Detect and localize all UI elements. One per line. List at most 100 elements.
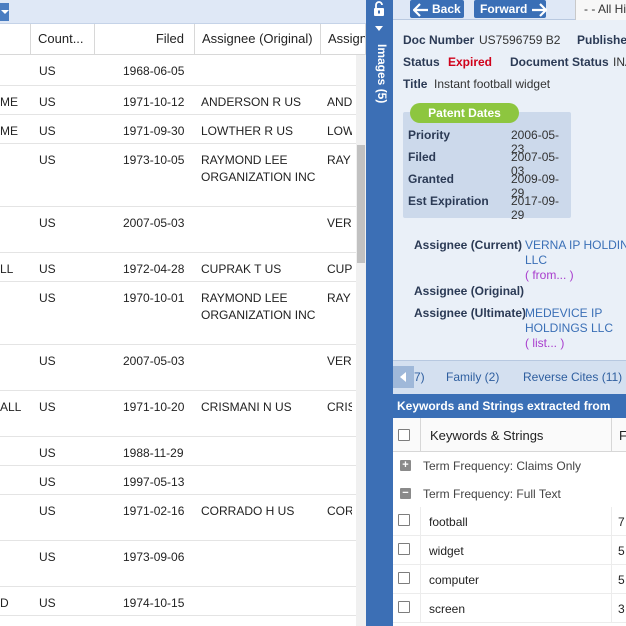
keyword-row[interactable]: football 7 — [393, 507, 626, 536]
filed-cell: 1988-11-29 — [123, 446, 184, 460]
keyword-checkbox[interactable] — [398, 514, 410, 526]
back-label: Back — [432, 2, 461, 16]
table-row[interactable]: US 1997-05-13 — [0, 466, 358, 495]
title-cell: ALL — [0, 400, 22, 414]
table-row[interactable]: US 1973-10-05 RAYMOND LEE ORGANIZATION INC… — [0, 144, 358, 207]
keyword-checkbox[interactable] — [398, 572, 410, 584]
images-side-strip[interactable]: Images (5) — [366, 0, 393, 626]
est-expiration-value: 2017-09-29 — [511, 194, 560, 222]
highlight-select[interactable]: - - All Hig — [575, 0, 626, 20]
table-row[interactable]: LL US 1972-04-28 CUPRAK T US CUP — [0, 253, 358, 282]
filed-cell: 1971-09-30 — [123, 124, 185, 138]
table-row[interactable]: ALL US 1971-10-20 CRISMANI N US CRIS — [0, 391, 358, 437]
frequency-column-label[interactable]: F — [619, 428, 626, 443]
title-cell: ME — [0, 95, 18, 109]
assignee-original-cell: ANDERSON R US — [201, 95, 302, 109]
group-claims-only[interactable]: + Term Frequency: Claims Only — [393, 452, 626, 480]
filed-cell: 2007-05-03 — [123, 354, 185, 368]
keywords-column-header: Keywords & Strings F — [393, 418, 626, 452]
keyword-row[interactable]: computer 5 — [393, 565, 626, 594]
collapse-arrow-icon[interactable] — [375, 26, 383, 31]
country-cell: US — [39, 95, 56, 109]
keyword-checkbox[interactable] — [398, 601, 410, 613]
assignee-original-cell: CUPRAK T US — [201, 262, 282, 276]
doc-number-label: Doc Number — [403, 33, 475, 47]
unlock-icon[interactable] — [372, 1, 386, 17]
assignee-from-link[interactable]: ( from... ) — [525, 268, 574, 282]
group-full-text[interactable]: − Term Frequency: Full Text — [393, 480, 626, 508]
table-row[interactable]: ME US 1971-09-30 LOWTHER R US LOW — [0, 115, 358, 144]
tab-reverse-cites[interactable]: Reverse Cites (11) — [523, 370, 623, 384]
country-cell: US — [39, 596, 56, 610]
filed-cell: 1971-10-12 — [123, 95, 185, 109]
table-row[interactable]: US 1988-11-29 — [0, 437, 358, 466]
column-header-filed[interactable]: Filed — [95, 24, 195, 55]
results-grid: Count... Filed Assignee (Original) Assig… — [0, 0, 366, 626]
assignee-original-cell: CORRADO H US — [201, 504, 295, 518]
country-cell: US — [39, 504, 56, 518]
assignee-original-cell: CRISMANI N US — [201, 400, 292, 414]
document-panel: Images (5) Back Forward - - All Hig Doc … — [366, 0, 626, 626]
country-cell: US — [39, 400, 56, 414]
table-row[interactable]: US 2007-05-03 VER — [0, 207, 358, 253]
published-label: Published — [577, 33, 626, 47]
table-row[interactable]: US 2007-05-03 VER — [0, 345, 358, 391]
tabs-scroll-left-icon[interactable] — [393, 366, 414, 388]
document-tabs: 7) Family (2) Reverse Cites (11) — [393, 360, 626, 394]
column-divider — [420, 594, 421, 623]
column-header-assignee-original[interactable]: Assignee (Original) — [195, 24, 321, 55]
table-row[interactable]: ME US 1971-10-12 ANDERSON R US AND — [0, 86, 358, 115]
table-row[interactable]: US 1968-06-05 — [0, 55, 358, 86]
keyword-frequency: 7 — [618, 515, 625, 529]
country-cell: US — [39, 153, 56, 167]
keyword-frequency: 3 — [618, 602, 625, 616]
keyword-row[interactable]: widget 5 — [393, 536, 626, 565]
assignee-ultimate-label: Assignee (Ultimate) — [414, 306, 527, 320]
filed-label: Filed — [408, 150, 437, 164]
grid-scrollbar[interactable] — [356, 55, 366, 626]
assignee-current-cell: AND — [327, 95, 352, 109]
keywords-column-label[interactable]: Keywords & Strings — [430, 428, 544, 443]
assignee-list-link[interactable]: ( list... ) — [525, 336, 565, 350]
back-button[interactable]: Back — [410, 0, 464, 18]
assignee-current-cell: CRIS — [327, 400, 352, 414]
column-header-title[interactable] — [0, 24, 31, 55]
assignee-ultimate-link[interactable]: MEDEVICE IP — [525, 306, 603, 320]
title-value: Instant football widget — [434, 77, 551, 91]
filed-cell: 1973-09-06 — [123, 550, 185, 564]
filed-cell: 1971-02-16 — [123, 504, 185, 518]
images-tab-label[interactable]: Images (5) — [375, 44, 389, 104]
expand-icon[interactable]: + — [400, 460, 411, 471]
keywords-table: Keywords & Strings F + Term Frequency: Cl… — [393, 418, 626, 626]
document-status-label: Document Status — [510, 55, 609, 69]
select-all-checkbox[interactable] — [398, 429, 410, 441]
table-row[interactable]: D US 1974-10-15 — [0, 587, 358, 616]
assignee-current-link-cont[interactable]: LLC — [525, 253, 548, 267]
status-value: Expired — [448, 55, 493, 69]
assignee-current-label: Assignee (Current) — [414, 238, 523, 252]
column-header-assignee-current[interactable]: Assign — [321, 24, 366, 55]
title-cell: ME — [0, 124, 18, 138]
column-header-country[interactable]: Count... — [31, 24, 95, 55]
column-divider — [420, 536, 421, 565]
filed-cell: 1971-10-20 — [123, 400, 185, 414]
dropdown-arrow-icon[interactable] — [0, 3, 9, 21]
tab-citations[interactable]: 7) — [414, 370, 425, 384]
keyword-row[interactable]: screen 3 — [393, 594, 626, 623]
table-row[interactable]: US 1970-10-01 RAYMOND LEE ORGANIZATION INC… — [0, 282, 358, 345]
doc-number-value: US7596759 B2 — [479, 33, 561, 47]
assignee-original-label: Assignee (Original) — [414, 284, 525, 298]
collapse-icon[interactable]: − — [400, 488, 411, 499]
assignee-ultimate-link-cont[interactable]: HOLDINGS LLC — [525, 321, 614, 335]
column-divider — [611, 507, 612, 536]
tab-family[interactable]: Family (2) — [446, 370, 500, 384]
assignee-original-cell: LOWTHER R US — [201, 124, 294, 138]
scrollbar-thumb[interactable] — [357, 145, 365, 263]
assignee-current-link[interactable]: VERNA IP HOLDING — [525, 238, 626, 252]
table-row[interactable]: US 1973-09-06 — [0, 541, 358, 587]
keyword-checkbox[interactable] — [398, 543, 410, 555]
forward-button[interactable]: Forward — [474, 0, 548, 18]
assignee-current-cell: VER — [327, 354, 352, 368]
table-row[interactable]: US 1971-02-16 CORRADO H US COR — [0, 495, 358, 541]
